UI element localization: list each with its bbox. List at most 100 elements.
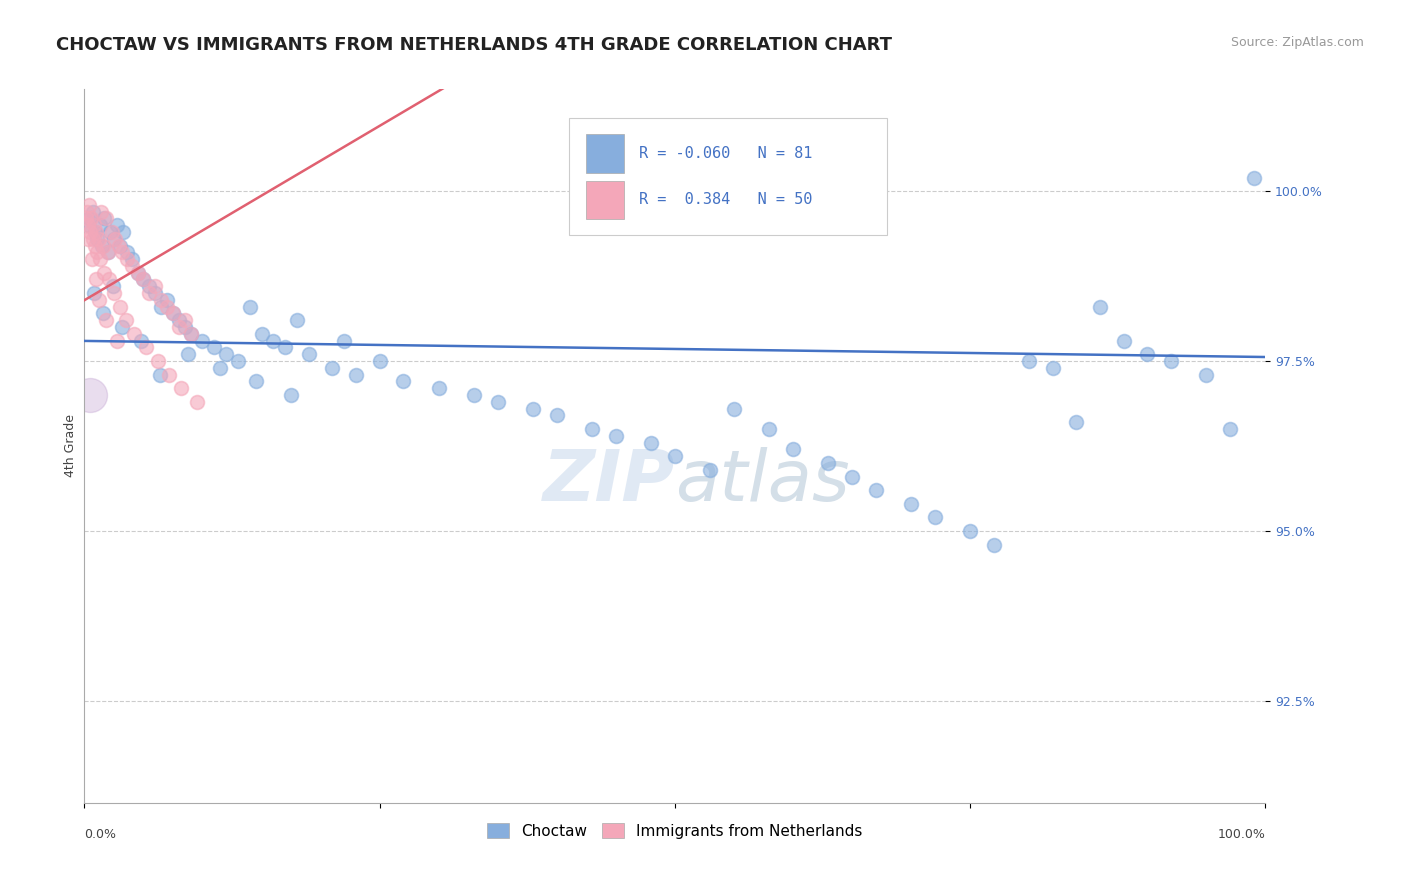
Point — [82, 204, 104, 219]
Point — [392, 375, 415, 389]
Point — [162, 306, 184, 320]
Point — [215, 347, 238, 361]
Point — [344, 368, 367, 382]
Text: 0.0%: 0.0% — [84, 828, 117, 841]
Point — [79, 388, 101, 402]
Point — [108, 238, 131, 252]
Point — [75, 211, 97, 226]
Point — [91, 238, 114, 252]
Point — [80, 252, 103, 266]
Point — [817, 456, 839, 470]
Point — [245, 375, 267, 389]
Point — [522, 401, 544, 416]
Point — [87, 232, 110, 246]
Point — [180, 326, 202, 341]
Point — [138, 279, 160, 293]
Point — [1042, 360, 1064, 375]
Point — [80, 211, 103, 226]
Point — [640, 435, 662, 450]
Point — [782, 442, 804, 457]
Point — [111, 245, 134, 260]
Point — [191, 334, 214, 348]
Point — [122, 326, 145, 341]
Point — [79, 225, 101, 239]
Point — [103, 286, 125, 301]
Point — [149, 368, 172, 382]
Point — [132, 272, 155, 286]
Point — [723, 401, 745, 416]
Point — [107, 218, 129, 232]
Point — [77, 218, 100, 232]
Point — [96, 313, 118, 327]
Point — [865, 483, 887, 498]
Point — [900, 497, 922, 511]
Point — [77, 218, 100, 232]
Point — [150, 300, 173, 314]
Y-axis label: 4th Grade: 4th Grade — [65, 415, 77, 477]
Point — [156, 293, 179, 307]
Point — [321, 360, 343, 375]
Point — [146, 354, 169, 368]
Point — [581, 422, 603, 436]
Point — [98, 225, 121, 239]
Point — [280, 388, 302, 402]
Point — [76, 204, 98, 219]
Point — [1243, 170, 1265, 185]
Point — [143, 286, 166, 301]
Point — [1219, 422, 1241, 436]
Point — [298, 347, 321, 361]
Point — [239, 300, 262, 314]
Point — [1160, 354, 1182, 368]
Point — [86, 245, 108, 260]
Point — [1195, 368, 1218, 382]
Point — [202, 341, 225, 355]
Point — [129, 334, 152, 348]
Point — [333, 334, 356, 348]
Point — [87, 293, 111, 307]
Point — [427, 381, 450, 395]
Point — [546, 409, 568, 423]
Point — [89, 252, 111, 266]
Point — [83, 218, 105, 232]
Point — [170, 381, 193, 395]
Point — [84, 225, 107, 239]
Text: atlas: atlas — [675, 447, 849, 516]
Point — [90, 204, 112, 219]
Point — [150, 293, 173, 307]
Point — [115, 252, 138, 266]
Point — [250, 326, 273, 341]
Point — [86, 232, 108, 246]
Point — [463, 388, 485, 402]
Point — [262, 334, 284, 348]
FancyBboxPatch shape — [586, 180, 624, 219]
Text: 100.0%: 100.0% — [1218, 828, 1265, 841]
Point — [108, 300, 131, 314]
Point — [924, 510, 946, 524]
Point — [101, 279, 124, 293]
Point — [83, 286, 105, 301]
Point — [94, 211, 117, 226]
Point — [180, 326, 202, 341]
Point — [167, 320, 190, 334]
Point — [186, 394, 208, 409]
Point — [114, 313, 136, 327]
Point — [758, 422, 780, 436]
Point — [177, 347, 200, 361]
Point — [285, 313, 308, 327]
Point — [127, 266, 149, 280]
Point — [82, 232, 104, 246]
Point — [97, 245, 120, 260]
Point — [93, 266, 115, 280]
Point — [127, 266, 149, 280]
Point — [486, 394, 509, 409]
Point — [77, 198, 100, 212]
Point — [1018, 354, 1040, 368]
Point — [226, 354, 249, 368]
Point — [209, 360, 232, 375]
Point — [959, 524, 981, 538]
Point — [664, 449, 686, 463]
Point — [115, 245, 138, 260]
Legend: Choctaw, Immigrants from Netherlands: Choctaw, Immigrants from Netherlands — [481, 817, 869, 845]
Point — [84, 225, 107, 239]
Point — [368, 354, 391, 368]
